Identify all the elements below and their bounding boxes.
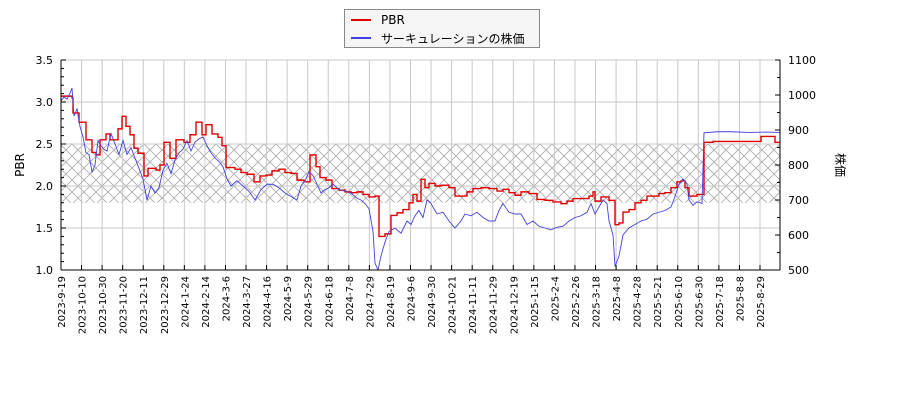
svg-text:2023-10-30: 2023-10-30 [98, 276, 109, 334]
y-axis-right: 500 600 700 800 900 1000 1100 [775, 54, 816, 277]
svg-text:2024-4-16: 2024-4-16 [263, 276, 274, 328]
svg-text:2025-6-30: 2025-6-30 [694, 276, 705, 328]
svg-text:2024-1-24: 2024-1-24 [180, 276, 191, 328]
svg-text:2025-4-28: 2025-4-28 [633, 276, 644, 328]
series-price-line [61, 87, 780, 270]
svg-text:500: 500 [788, 264, 809, 277]
svg-text:2025-1-15: 2025-1-15 [530, 276, 541, 328]
legend-label-pbr: PBR [381, 13, 405, 27]
svg-text:900: 900 [788, 124, 809, 137]
svg-text:2025-8-8: 2025-8-8 [735, 276, 746, 321]
svg-text:2024-2-14: 2024-2-14 [201, 276, 212, 328]
svg-text:2025-4-8: 2025-4-8 [612, 276, 623, 321]
svg-text:2024-6-18: 2024-6-18 [324, 276, 335, 328]
svg-text:1.0: 1.0 [36, 264, 54, 277]
legend: PBR サーキュレーションの株価 [344, 9, 540, 48]
svg-text:2025-7-18: 2025-7-18 [715, 276, 726, 328]
legend-label-price: サーキュレーションの株価 [381, 31, 525, 46]
svg-text:3.5: 3.5 [36, 54, 54, 67]
legend-item-price: サーキュレーションの株価 [345, 29, 525, 47]
svg-text:2024-7-29: 2024-7-29 [365, 276, 376, 328]
svg-text:2024-3-27: 2024-3-27 [242, 276, 253, 328]
series-lines [61, 87, 780, 270]
svg-text:2025-2-26: 2025-2-26 [571, 276, 582, 328]
svg-text:2023-10-10: 2023-10-10 [78, 276, 89, 334]
svg-text:3.0: 3.0 [36, 96, 54, 109]
svg-text:2025-6-10: 2025-6-10 [674, 276, 685, 328]
y-axis-left: 1.0 1.5 2.0 2.5 3.0 3.5 [36, 54, 66, 277]
svg-text:1100: 1100 [788, 54, 816, 67]
svg-text:1.5: 1.5 [36, 222, 54, 235]
svg-text:2024-9-6: 2024-9-6 [407, 276, 418, 321]
svg-text:2024-8-19: 2024-8-19 [386, 276, 397, 328]
svg-text:2.0: 2.0 [36, 180, 54, 193]
svg-text:2024-12-19: 2024-12-19 [509, 276, 520, 334]
series-pbr-line [61, 95, 780, 238]
svg-text:1000: 1000 [788, 89, 816, 102]
svg-text:2023-12-29: 2023-12-29 [160, 276, 171, 334]
svg-text:2023-11-20: 2023-11-20 [119, 276, 130, 334]
x-axis: 2023-9-19 2023-10-10 2023-10-30 2023-11-20 2… [57, 265, 767, 334]
svg-text:800: 800 [788, 159, 809, 172]
svg-text:2025-2-4: 2025-2-4 [550, 276, 561, 321]
svg-text:2.5: 2.5 [36, 138, 54, 151]
legend-swatch-pbr [351, 19, 371, 21]
svg-text:700: 700 [788, 194, 809, 207]
svg-text:2024-7-8: 2024-7-8 [345, 276, 356, 321]
svg-text:2023-12-11: 2023-12-11 [139, 276, 150, 334]
legend-item-pbr: PBR [345, 11, 405, 29]
y-axis-right-label: 株価 [833, 153, 848, 177]
y-axis-left-label: PBR [13, 153, 27, 177]
svg-text:600: 600 [788, 229, 809, 242]
svg-text:2024-9-30: 2024-9-30 [427, 276, 438, 328]
legend-swatch-price [351, 37, 371, 39]
svg-text:2025-5-21: 2025-5-21 [653, 276, 664, 328]
svg-text:2024-3-6: 2024-3-6 [221, 276, 232, 321]
svg-text:2024-11-29: 2024-11-29 [489, 276, 500, 334]
svg-text:2025-8-29: 2025-8-29 [756, 276, 767, 328]
svg-text:2025-3-18: 2025-3-18 [592, 276, 603, 328]
svg-text:2024-10-21: 2024-10-21 [448, 276, 459, 334]
svg-text:2024-5-29: 2024-5-29 [304, 276, 315, 328]
svg-text:2024-5-9: 2024-5-9 [283, 276, 294, 321]
svg-text:2024-11-11: 2024-11-11 [468, 276, 479, 334]
svg-text:2023-9-19: 2023-9-19 [57, 276, 68, 328]
